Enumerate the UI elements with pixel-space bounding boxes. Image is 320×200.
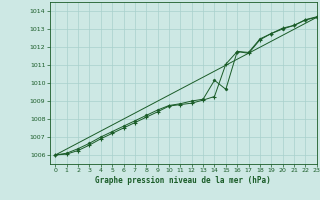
- X-axis label: Graphe pression niveau de la mer (hPa): Graphe pression niveau de la mer (hPa): [95, 176, 271, 185]
